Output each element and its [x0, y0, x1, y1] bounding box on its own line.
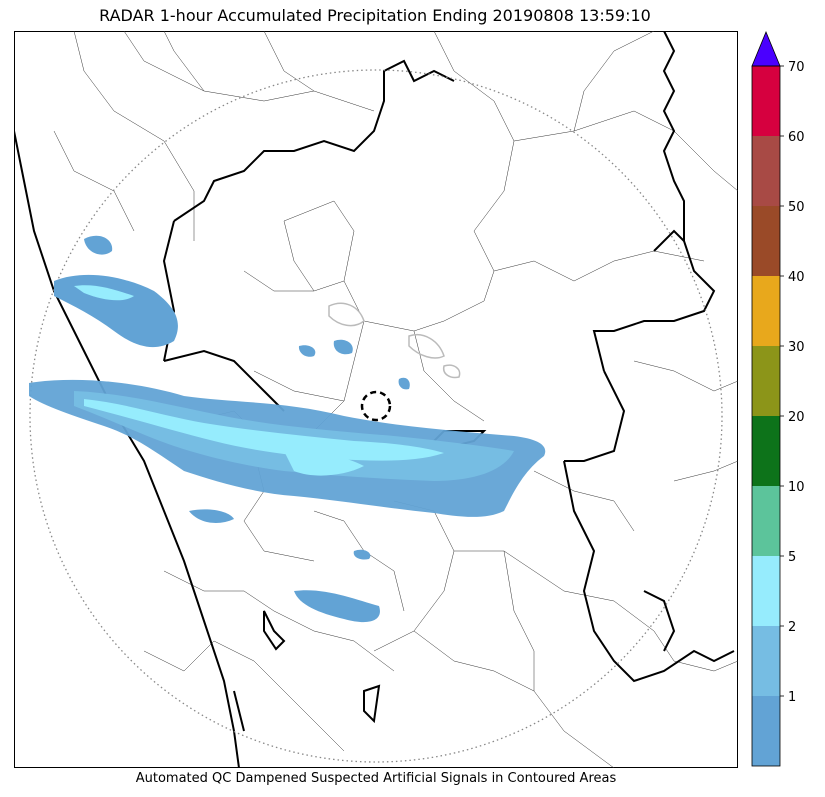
- colorbar-bin: [752, 416, 780, 486]
- qc-contour-3: [442, 364, 461, 379]
- colorbar-bin: [752, 66, 780, 136]
- colorbar-bin: [752, 486, 780, 556]
- rain-blob-3: [294, 590, 380, 623]
- colorbar-ticks: 1 2 5 10 20 30 40 50 60 70: [780, 60, 805, 705]
- plot-title: RADAR 1-hour Accumulated Precipitation E…: [99, 6, 651, 25]
- colorbar-tick-label: 2: [788, 620, 796, 635]
- rain-band-south-heavy: [284, 450, 364, 476]
- colorbar-tick-label: 30: [788, 340, 805, 355]
- colorbar-bins: [752, 66, 780, 766]
- range-ring: [29, 69, 723, 763]
- colorbar-bin: [752, 276, 780, 346]
- colorbar-bin: [752, 696, 780, 766]
- colorbar-tick-label: 50: [788, 200, 805, 215]
- rain-blob-2: [189, 509, 234, 523]
- colorbar-tick-label: 60: [788, 130, 805, 145]
- colorbar-bin: [752, 346, 780, 416]
- colorbar-tick-label: 10: [788, 480, 805, 495]
- colorbar-bin: [752, 556, 780, 626]
- rain-blob-6: [398, 377, 410, 390]
- colorbar-tick-label: 40: [788, 270, 805, 285]
- colorbar-bin: [752, 206, 780, 276]
- rain-blob-5: [298, 345, 316, 357]
- colorbar-overflow-triangle: [751, 30, 781, 67]
- footer-note: Automated QC Dampened Suspected Artifici…: [135, 771, 617, 786]
- rain-band-heavy: [84, 399, 444, 461]
- colorbar-tick-label: 5: [788, 550, 796, 565]
- colorbar: 1 2 5 10 20 30 40 50 60 70: [751, 30, 805, 767]
- colorbar-tick-label: 1: [788, 690, 796, 705]
- radar-map: [14, 31, 738, 768]
- colorbar-tick-label: 20: [788, 410, 805, 425]
- rain-cluster-north-core: [74, 285, 134, 301]
- qc-contour-2: [408, 334, 445, 359]
- rain-blob-4: [333, 339, 353, 355]
- colorbar-tick-label: 70: [788, 60, 805, 75]
- colorbar-bin: [752, 136, 780, 206]
- rain-blob-7: [353, 549, 371, 560]
- precipitation-echoes: [29, 235, 546, 623]
- radar-site-marker: [360, 390, 392, 422]
- qc-contour-1: [328, 302, 365, 327]
- rain-blob-1: [84, 235, 113, 255]
- colorbar-bin: [752, 626, 780, 696]
